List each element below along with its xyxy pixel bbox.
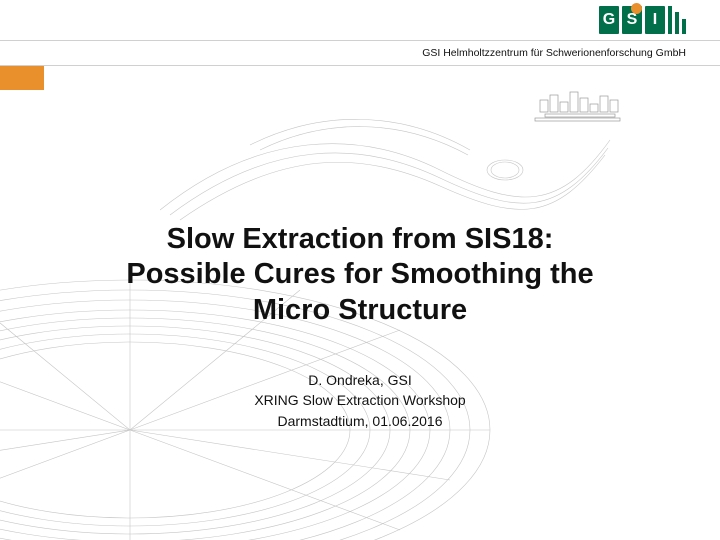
logo-bar-3 [682,19,686,34]
logo-bars-icon [668,6,686,34]
title-line-1: Slow Extraction from SIS18: [60,222,660,257]
meta-block: D. Ondreka, GSI XRING Slow Extraction Wo… [0,370,720,431]
logo-letter-g: G [599,6,619,34]
event-line: XRING Slow Extraction Workshop [0,390,720,410]
logo-bar-1 [668,6,672,34]
placedate-line: Darmstadtium, 01.06.2016 [0,411,720,431]
logo-dot-icon [631,3,642,14]
gsi-logo: G S I [585,6,686,34]
logo-bar-2 [675,12,679,34]
logo-letter-i: I [645,6,665,34]
title-line-3: Micro Structure [60,293,660,328]
title-line-2: Possible Cures for Smoothing the [60,257,660,292]
accent-block [0,66,44,90]
author-line: D. Ondreka, GSI [0,370,720,390]
org-name: GSI Helmholtzzentrum für Schwerionenfors… [422,47,686,59]
header-band: GSI Helmholtzzentrum für Schwerionenfors… [0,40,720,66]
title-block: Slow Extraction from SIS18: Possible Cur… [0,222,720,328]
slide: G S I GSI Helmholtzzentrum für Schwerion… [0,0,720,540]
